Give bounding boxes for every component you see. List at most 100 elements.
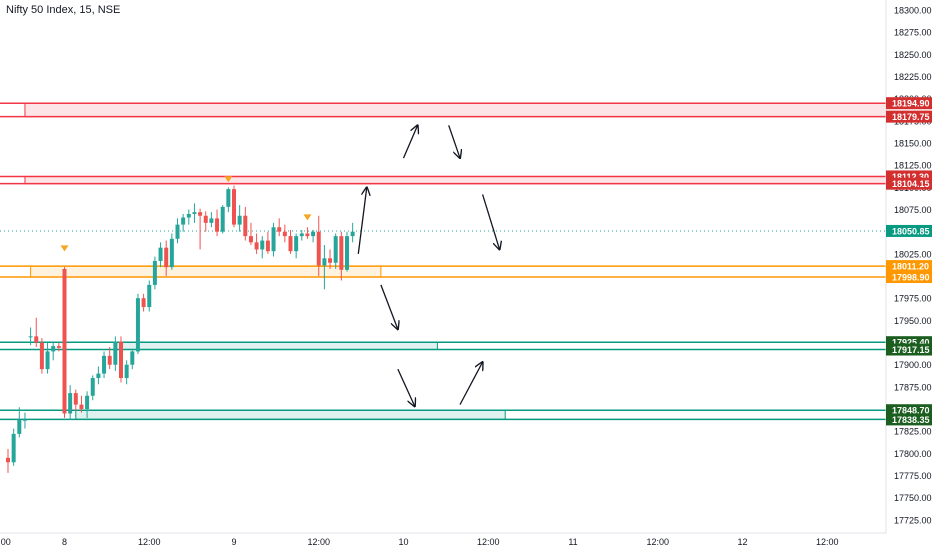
- price-label-bg: [886, 404, 932, 417]
- candle: [130, 348, 135, 370]
- candle-body: [203, 215, 208, 223]
- candle: [192, 203, 197, 223]
- x-tick-label: 12:00: [307, 537, 330, 547]
- candle-body: [147, 284, 152, 308]
- chart-title: Nifty 50 Index, 15, NSE: [6, 4, 121, 16]
- x-tick-label: 15:00: [0, 537, 11, 547]
- candle: [85, 391, 90, 418]
- candle-body: [11, 433, 16, 463]
- y-tick-label: 18300.00: [894, 6, 932, 16]
- candle: [209, 212, 214, 228]
- price-label: 18179.75: [892, 112, 930, 122]
- candle-body: [328, 258, 333, 263]
- candle-body: [62, 268, 67, 414]
- x-tick-label: 12: [737, 537, 747, 547]
- candle-body: [39, 342, 44, 370]
- candle: [322, 245, 327, 290]
- candle: [305, 227, 310, 239]
- price-label: 18050.85: [892, 226, 930, 236]
- candle: [215, 209, 220, 237]
- candle-body: [175, 224, 180, 239]
- candle-body: [186, 213, 191, 218]
- candle: [51, 342, 56, 361]
- candle-body: [102, 355, 107, 374]
- candle-body: [248, 236, 253, 243]
- projection-arrow: [448, 125, 460, 158]
- candle-body: [271, 227, 276, 252]
- candle-body: [316, 231, 321, 266]
- projection-arrow: [459, 362, 483, 405]
- candle-body: [243, 215, 248, 237]
- y-tick-label: 17800.00: [894, 449, 932, 459]
- y-tick-label: 18250.00: [894, 50, 932, 60]
- candle-body: [294, 236, 299, 252]
- price-label: 18011.20: [892, 262, 929, 272]
- candle: [328, 249, 333, 269]
- y-tick-label: 18225.00: [894, 72, 932, 82]
- signal-marker: [60, 245, 69, 252]
- zone-box-resistance-mid: [24, 175, 887, 185]
- candle-body: [51, 346, 56, 352]
- candle: [79, 395, 84, 413]
- price-label: 18112.30: [892, 172, 929, 182]
- x-tick-label: 12:00: [138, 537, 161, 547]
- projection-arrow: [397, 368, 415, 406]
- candle-body: [226, 189, 231, 207]
- signal-marker: [303, 214, 312, 221]
- candle: [147, 280, 152, 312]
- price-label-bg: [886, 271, 932, 284]
- candle-body: [260, 240, 265, 250]
- price-label-bg: [886, 97, 932, 110]
- candle: [260, 236, 265, 259]
- candle: [113, 336, 118, 371]
- candle: [45, 342, 50, 374]
- candle-body: [209, 218, 214, 223]
- candle-body: [198, 212, 203, 216]
- candle-body: [232, 189, 236, 225]
- candle-body: [215, 218, 220, 232]
- candle: [96, 366, 101, 385]
- y-tick-label: 17750.00: [894, 493, 932, 503]
- candle-body: [73, 393, 78, 405]
- candle-body: [237, 215, 242, 225]
- price-label: 17925.40: [892, 338, 930, 348]
- price-label: 18194.90: [892, 99, 930, 109]
- price-label-bg: [886, 224, 932, 237]
- candle-body: [277, 227, 282, 232]
- candle-body: [265, 240, 270, 252]
- candle-body: [90, 378, 95, 396]
- candle-body: [158, 247, 163, 261]
- candle-body: [130, 351, 135, 365]
- candle-body: [350, 231, 355, 237]
- x-tick-label: 10: [398, 537, 408, 547]
- candle-body: [22, 419, 27, 421]
- candle: [282, 224, 287, 243]
- zone-box-support-mid: [114, 341, 438, 351]
- candle: [141, 293, 146, 312]
- y-tick-label: 18275.00: [894, 28, 932, 38]
- price-label: 17848.70: [892, 406, 930, 416]
- candle: [186, 209, 191, 225]
- y-tick-label: 18125.00: [894, 161, 932, 171]
- candle: [22, 412, 27, 429]
- candle-body: [339, 236, 344, 270]
- candle-body: [152, 260, 157, 285]
- candle-body: [220, 206, 225, 232]
- candle: [175, 218, 180, 244]
- candle: [232, 185, 236, 228]
- candle: [203, 211, 208, 232]
- signal-marker: [224, 176, 233, 183]
- candle: [102, 351, 107, 379]
- candle: [288, 229, 293, 254]
- candle: [6, 448, 10, 473]
- candle-body: [119, 341, 123, 379]
- candle: [107, 346, 112, 370]
- projection-arrow: [357, 187, 366, 254]
- x-tick-label: 9: [231, 537, 236, 547]
- candle: [254, 233, 259, 254]
- candle: [350, 222, 355, 243]
- candle-body: [164, 247, 169, 268]
- candle-body: [288, 236, 293, 252]
- candle-body: [311, 231, 316, 237]
